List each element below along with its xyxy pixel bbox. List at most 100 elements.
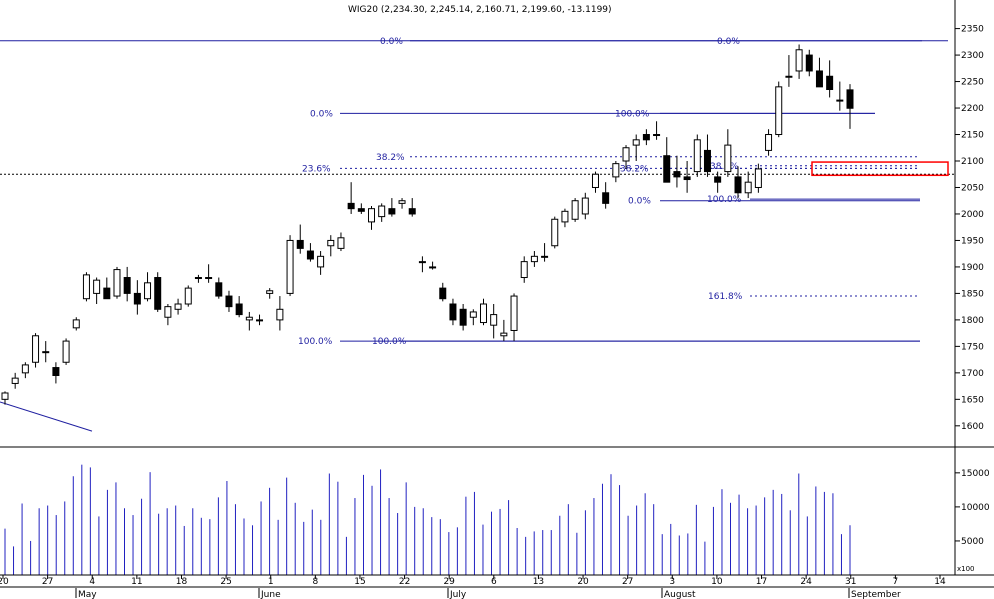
price-tick-label: 1600 bbox=[961, 422, 984, 432]
month-label: June bbox=[260, 590, 281, 599]
x-tick-label: 3 bbox=[669, 577, 675, 587]
price-tick-label: 1750 bbox=[961, 342, 984, 352]
price-tick-label: 1850 bbox=[961, 289, 984, 299]
candle-body bbox=[500, 332, 508, 337]
candle-body bbox=[164, 306, 172, 318]
price-tick-label: 2300 bbox=[961, 51, 984, 61]
candle-body bbox=[21, 364, 29, 374]
candle-body bbox=[703, 149, 711, 173]
candle-body bbox=[266, 290, 274, 294]
candle-body bbox=[714, 176, 722, 183]
price-tick-label: 2200 bbox=[961, 104, 984, 114]
candle-body bbox=[612, 163, 620, 178]
candle-body bbox=[205, 277, 213, 280]
candle-body bbox=[744, 181, 752, 194]
candle-body bbox=[194, 277, 202, 280]
volume-tick-label: 5000 bbox=[961, 537, 984, 547]
price-tick-label: 2250 bbox=[961, 78, 984, 88]
candle-body bbox=[184, 287, 192, 305]
candle-body bbox=[836, 99, 844, 102]
candle-body bbox=[663, 155, 671, 183]
candle-body bbox=[378, 205, 386, 218]
candle-body bbox=[449, 303, 457, 321]
candle-body bbox=[103, 287, 111, 300]
candle-body bbox=[123, 277, 131, 294]
fib-level-label: 38.2% bbox=[620, 164, 649, 174]
candle-body bbox=[296, 239, 304, 249]
candle-body bbox=[581, 197, 589, 215]
candle-body bbox=[388, 208, 396, 215]
x-tick-label: 8 bbox=[312, 577, 318, 587]
candle-body bbox=[398, 200, 406, 204]
price-tick-label: 1800 bbox=[961, 316, 984, 326]
fib-level-label: 161.8% bbox=[708, 292, 743, 302]
x-tick-label: 7 bbox=[893, 577, 899, 587]
candle-body bbox=[815, 70, 823, 88]
candle-body bbox=[795, 49, 803, 72]
x-tick-label: 27 bbox=[622, 577, 633, 587]
x-tick-label: 31 bbox=[845, 577, 856, 587]
x-tick-label: 17 bbox=[756, 577, 767, 587]
volume-unit-label: x100 bbox=[957, 565, 975, 573]
trend-line bbox=[0, 401, 93, 432]
candle-body bbox=[225, 295, 233, 308]
x-tick-label: 27 bbox=[42, 577, 53, 587]
fib-level-label: 0.0% bbox=[717, 37, 740, 47]
x-tick-label: 14 bbox=[934, 577, 946, 587]
candle-body bbox=[276, 308, 284, 321]
candle-body bbox=[510, 295, 518, 331]
candle-body bbox=[490, 314, 498, 326]
candle-body bbox=[42, 351, 50, 354]
candle-body bbox=[52, 367, 60, 376]
candle-body bbox=[327, 239, 335, 247]
price-tick-label: 1700 bbox=[961, 369, 984, 379]
candle-body bbox=[765, 134, 773, 151]
candle-body bbox=[653, 134, 661, 137]
candle-body bbox=[622, 147, 630, 162]
fib-level-label: 38.2% bbox=[376, 153, 405, 163]
x-tick-label: 22 bbox=[399, 577, 410, 587]
candle-body bbox=[408, 208, 416, 215]
price-tick-label: 1950 bbox=[961, 236, 984, 246]
candle-body bbox=[805, 54, 813, 72]
fib-level-label: 100.0% bbox=[298, 337, 333, 347]
candle-body bbox=[154, 277, 162, 310]
candle-body bbox=[541, 255, 549, 258]
fib-level-label: 100.0% bbox=[372, 337, 407, 347]
candle-body bbox=[459, 308, 467, 326]
chart-title: WIG20 (2,234.30, 2,245.14, 2,160.71, 2,1… bbox=[348, 5, 612, 15]
candle-body bbox=[775, 86, 783, 136]
x-tick-label: 20 bbox=[577, 577, 589, 587]
x-tick-label: 24 bbox=[800, 577, 812, 587]
x-tick-label: 13 bbox=[533, 577, 544, 587]
candle-body bbox=[439, 287, 447, 300]
candle-body bbox=[602, 192, 610, 204]
price-tick-label: 2350 bbox=[961, 25, 984, 35]
volume-tick-label: 10000 bbox=[961, 503, 990, 513]
price-tick-label: 2050 bbox=[961, 183, 984, 193]
price-tick-label: 2100 bbox=[961, 157, 984, 167]
candle-body bbox=[683, 176, 691, 181]
candle-body bbox=[551, 218, 559, 247]
candle-body bbox=[1, 392, 9, 400]
month-label: August bbox=[664, 590, 696, 599]
fib-level-label: 0.0% bbox=[628, 197, 651, 207]
x-tick-label: 1 bbox=[268, 577, 274, 587]
price-tick-label: 1900 bbox=[961, 263, 984, 273]
month-label: July bbox=[449, 590, 467, 599]
candle-body bbox=[469, 311, 477, 318]
candle-body bbox=[82, 274, 90, 300]
x-tick-label: 4 bbox=[89, 577, 95, 587]
x-tick-label: 25 bbox=[220, 577, 231, 587]
candle-body bbox=[174, 303, 182, 310]
candle-body bbox=[133, 292, 141, 305]
candle-body bbox=[693, 139, 701, 173]
candle-body bbox=[520, 261, 528, 279]
candle-body bbox=[561, 210, 569, 223]
fib-level-label: 0.0% bbox=[310, 109, 333, 119]
candle-body bbox=[785, 75, 793, 78]
candle-body bbox=[245, 316, 253, 321]
candle-body bbox=[11, 377, 19, 384]
candle-body bbox=[673, 171, 681, 178]
